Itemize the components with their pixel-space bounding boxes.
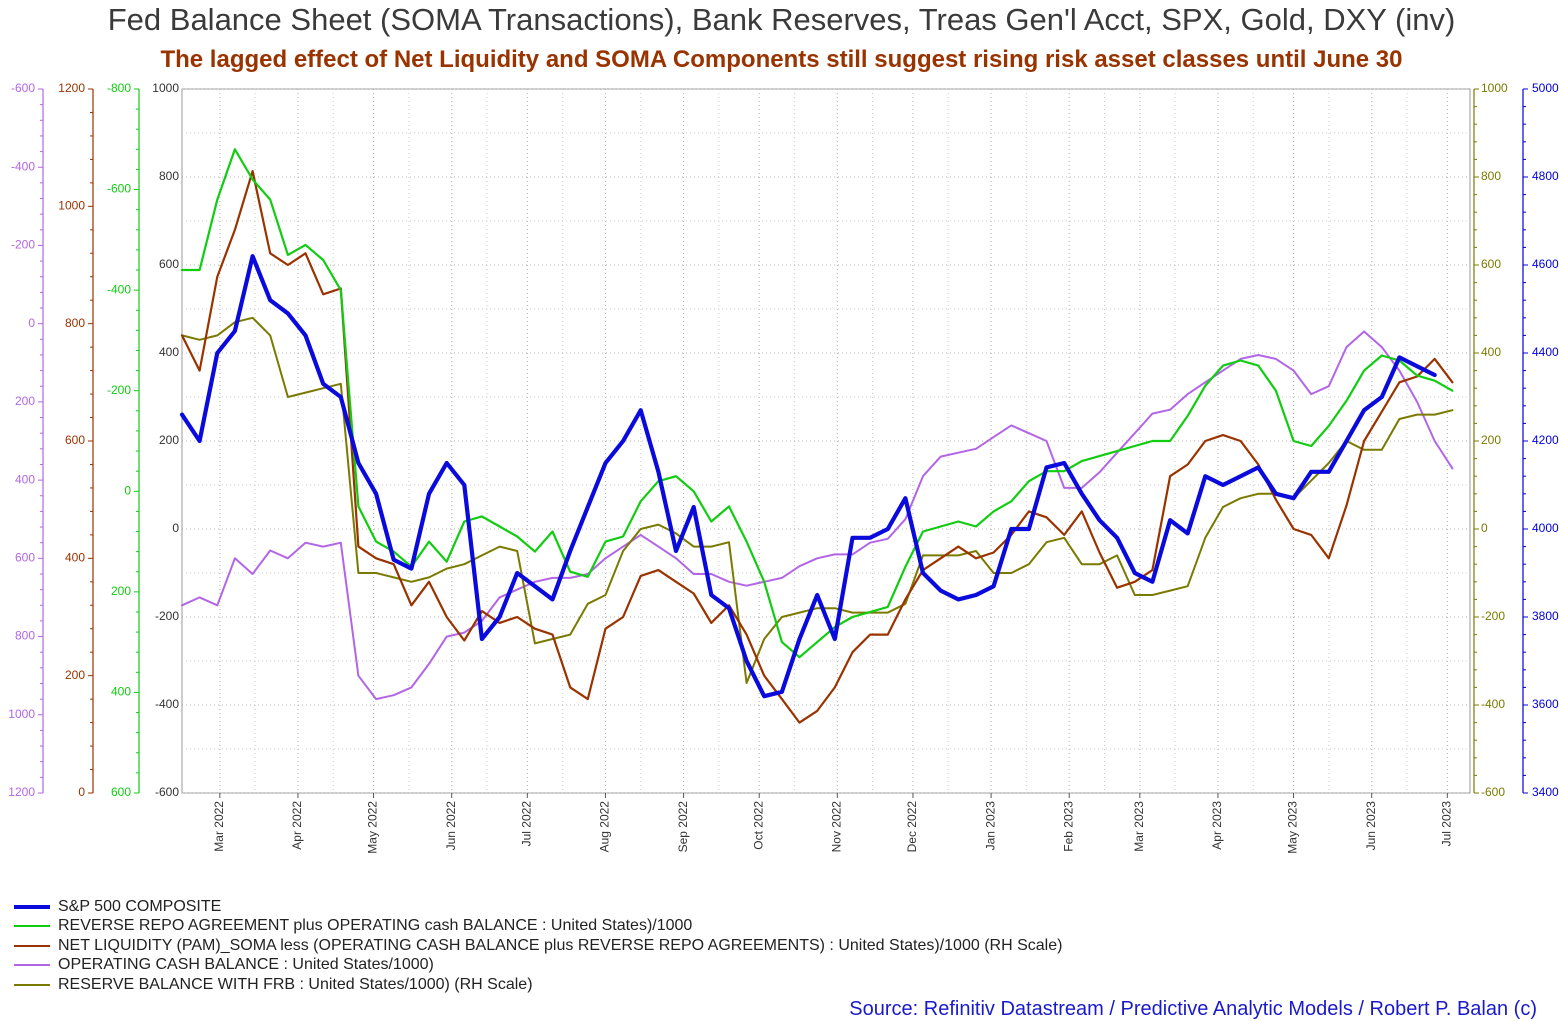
axis-tick-label-spx_right: 4000 [1532, 521, 1559, 535]
x-tick-label: Jul 2022 [519, 801, 533, 847]
legend-item-operating-cash: OPERATING CASH BALANCE : United States/1… [14, 956, 1062, 976]
axis-tick-label-olive_right: 800 [1481, 169, 1501, 183]
axis-tick-label-green_inv: -200 [107, 383, 131, 397]
axis-tick-label-brown_left: 800 [65, 316, 85, 330]
legend-swatch-net-liquidity [14, 944, 50, 947]
axis-tick-label-main_left: 600 [159, 257, 179, 271]
axis-tick-label-spx_right: 4400 [1532, 345, 1559, 359]
axes: -600 -400 -200 0 200 400 600 800 1000 1200 1200 100… [8, 81, 1559, 854]
series-line-net-liquidity [180, 170, 1454, 724]
legend: S&P 500 COMPOSITE REVERSE REPO AGREEMENT… [14, 897, 1062, 995]
chart-title: Fed Balance Sheet (SOMA Transactions), B… [107, 2, 1456, 37]
x-tick-label: Jul 2023 [1439, 801, 1453, 847]
series-line-reserve-balance [181, 316, 1454, 684]
legend-label-reserve-balance: RESERVE BALANCE WITH FRB : United States… [58, 975, 533, 993]
axis-tick-label-olive_right: -600 [1481, 785, 1505, 799]
axis-tick-label-brown_left: 1000 [58, 199, 85, 213]
axis-tick-label-purple_inv: 1000 [8, 707, 35, 721]
x-tick-label: Apr 2022 [290, 801, 304, 850]
axis-tick-label-main_left: -400 [155, 697, 179, 711]
axis-tick-label-purple_inv: -400 [11, 159, 35, 173]
legend-swatch-reserve-balance [14, 983, 50, 986]
axis-tick-label-olive_right: 1000 [1481, 81, 1508, 95]
axis-tick-label-olive_right: 200 [1481, 433, 1501, 447]
x-tick-label: Feb 2023 [1061, 801, 1075, 852]
x-tick-label: May 2023 [1286, 801, 1300, 854]
legend-label-operating-cash: OPERATING CASH BALANCE : United States/1… [58, 956, 434, 974]
axis-tick-label-olive_right: 0 [1481, 521, 1488, 535]
legend-label-spx: S&P 500 COMPOSITE [58, 897, 222, 915]
axis-tick-label-purple_inv: 1200 [8, 785, 35, 799]
axis-tick-label-main_left: -200 [155, 609, 179, 623]
series-line-reverse-repo [180, 148, 1454, 659]
x-tick-label: May 2022 [366, 801, 380, 854]
axis-tick-label-spx_right: 3600 [1532, 697, 1559, 711]
axis-tick-label-spx_right: 5000 [1532, 81, 1559, 95]
x-tick-label: Nov 2022 [830, 801, 844, 853]
axis-tick-label-purple_inv: 400 [15, 472, 35, 486]
axis-tick-label-purple_inv: 200 [15, 394, 35, 408]
source-credit: Source: Refinitiv Datastream / Predictiv… [849, 998, 1537, 1020]
axis-tick-label-green_inv: 200 [111, 584, 131, 598]
axis-tick-label-main_left: 400 [159, 345, 179, 359]
axis-tick-label-olive_right: 600 [1481, 257, 1501, 271]
axis-tick-label-purple_inv: -600 [11, 81, 35, 95]
axis-tick-label-spx_right: 3400 [1532, 785, 1559, 799]
x-tick-label: Apr 2023 [1210, 801, 1224, 850]
legend-swatch-spx [14, 904, 50, 909]
series-line-spx [179, 254, 1437, 699]
axis-tick-label-main_left: 800 [159, 169, 179, 183]
axis-tick-label-spx_right: 3800 [1532, 609, 1559, 623]
chart-subtitle: The lagged effect of Net Liquidity and S… [160, 46, 1403, 73]
axis-tick-label-main_left: -600 [155, 785, 179, 799]
axis-tick-label-brown_left: 200 [65, 668, 85, 682]
axis-tick-label-purple_inv: 800 [15, 629, 35, 643]
axis-tick-label-olive_right: 400 [1481, 345, 1501, 359]
legend-swatch-operating-cash [14, 964, 50, 967]
axis-tick-label-spx_right: 4800 [1532, 169, 1559, 183]
axis-tick-label-green_inv: -400 [107, 282, 131, 296]
legend-item-reverse-repo: REVERSE REPO AGREEMENT plus OPERATING ca… [14, 917, 1062, 937]
series-lines [179, 148, 1454, 724]
axis-tick-label-olive_right: -400 [1481, 697, 1505, 711]
x-tick-label: Mar 2022 [212, 801, 226, 852]
axis-tick-label-green_inv: 0 [124, 483, 131, 497]
axis-tick-label-spx_right: 4600 [1532, 257, 1559, 271]
axis-tick-label-purple_inv: 0 [28, 316, 35, 330]
axis-tick-label-brown_left: 1200 [58, 81, 85, 95]
series-line-operating-cash [181, 330, 1454, 701]
x-tick-label: Jan 2023 [983, 801, 997, 851]
legend-label-reverse-repo: REVERSE REPO AGREEMENT plus OPERATING ca… [58, 917, 693, 935]
axis-tick-label-green_inv: 400 [111, 685, 131, 699]
x-tick-label: Jun 2022 [444, 801, 458, 851]
legend-item-net-liquidity: NET LIQUIDITY (PAM)_SOMA less (OPERATING… [14, 936, 1062, 956]
x-tick-label: Dec 2022 [905, 801, 919, 853]
axis-tick-label-green_inv: -600 [107, 182, 131, 196]
x-tick-label: Aug 2022 [598, 801, 612, 853]
axis-tick-label-main_left: 200 [159, 433, 179, 447]
legend-item-reserve-balance: RESERVE BALANCE WITH FRB : United States… [14, 975, 1062, 995]
axis-tick-label-brown_left: 0 [78, 785, 85, 799]
axis-tick-label-brown_left: 600 [65, 433, 85, 447]
axis-tick-label-green_inv: 600 [111, 785, 131, 799]
axis-tick-label-spx_right: 4200 [1532, 433, 1559, 447]
x-tick-label: Sep 2022 [676, 801, 690, 853]
axis-tick-label-purple_inv: -200 [11, 238, 35, 252]
axis-tick-label-green_inv: -800 [107, 81, 131, 95]
x-tick-label: Oct 2022 [751, 801, 765, 850]
legend-label-net-liquidity: NET LIQUIDITY (PAM)_SOMA less (OPERATING… [58, 936, 1063, 954]
legend-swatch-reverse-repo [14, 925, 50, 928]
grid-lines [181, 88, 1471, 794]
x-tick-label: Jun 2023 [1364, 801, 1378, 851]
legend-item-spx: S&P 500 COMPOSITE [14, 897, 1062, 917]
axis-tick-label-main_left: 1000 [152, 81, 179, 95]
axis-tick-label-main_left: 0 [172, 521, 179, 535]
x-tick-label: Mar 2023 [1132, 801, 1146, 852]
axis-tick-label-olive_right: -200 [1481, 609, 1505, 623]
axis-tick-label-purple_inv: 600 [15, 551, 35, 565]
axis-tick-label-brown_left: 400 [65, 551, 85, 565]
